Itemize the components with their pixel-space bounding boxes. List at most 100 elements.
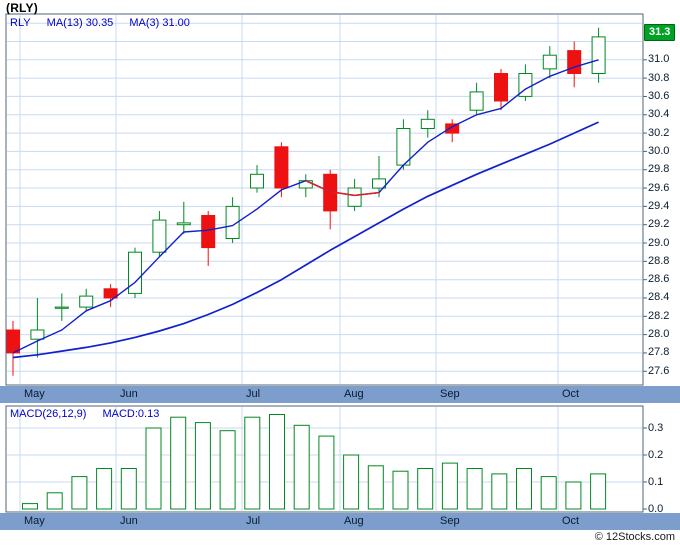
main-y-label: 30.4 [648,108,670,121]
candle-body [201,215,216,249]
month-label-jul: Jul [246,388,261,400]
macd-bar [96,468,113,510]
month-label-oct: Oct [562,515,580,527]
macd-bar [466,468,483,510]
main-y-label: 28.2 [648,309,670,322]
candle-body [372,178,386,189]
candle-body [6,329,20,354]
macd-bar [491,473,508,510]
main-y-label: 28.0 [648,328,670,341]
macd-bar [170,416,187,510]
macd-bar [71,476,88,510]
month-label-jul: Jul [246,515,261,527]
month-label-sep: Sep [440,388,460,400]
macd-plot-bg [6,406,643,512]
month-label-aug: Aug [344,388,364,400]
candle-body [54,306,69,309]
main-y-label: 29.6 [648,181,670,194]
macd-y-label: 0.2 [648,448,664,461]
candle-body [176,222,191,226]
main-y-label: 30.2 [648,126,670,139]
macd-bar [244,416,261,510]
candle-body [30,329,45,340]
candle-body [469,91,484,111]
macd-y-label: 0.1 [648,475,664,488]
macd-bar [590,473,607,510]
main-y-axis: 31.0 30.8 30.6 30.4 30.2 30.0 29.8 29.6 29.4 29.2… [648,0,680,546]
candle-body [518,73,533,97]
candle-body [250,173,264,189]
candle-body [396,128,411,166]
candle-body [225,205,240,239]
macd-bar [318,435,335,510]
legend-macd-params: MACD(26,12,9) [10,408,87,420]
page-title: (RLY) [6,1,38,15]
legend-symbol: RLY [10,17,31,29]
month-label-may: May [24,515,45,527]
main-y-label: 31.0 [648,53,670,66]
ma13-line [12,121,599,359]
main-plot-border [5,13,644,386]
macd-bar [516,468,532,510]
candle-body [103,288,118,299]
macd-bar [392,470,409,510]
main-y-label: 27.6 [648,364,670,377]
candle-body [420,118,435,130]
month-label-aug: Aug [344,515,364,527]
macd-bar [441,462,458,510]
macd-bar [417,468,434,510]
ma3-line [12,59,599,354]
month-label-sep: Sep [440,515,460,527]
candle-body [494,73,508,102]
candle-body [79,295,94,308]
main-y-label: 29.2 [648,218,670,231]
ma3-line-declining [305,180,380,197]
macd-bar [22,503,38,510]
candle-body [128,251,142,294]
macd-bar [219,430,236,510]
candle-body [445,123,460,134]
month-label-jun: Jun [120,388,138,400]
main-chart-legend: RLY MA(13) 30.35 MA(3) 31.00 [10,17,203,29]
macd-bar [367,465,384,510]
copyright-footer[interactable]: © 12Stocks.com [594,531,675,543]
main-y-label: 30.6 [648,89,670,102]
main-y-label: 27.8 [648,346,670,359]
main-y-label: 30.8 [648,71,670,84]
legend-ma13: MA(13) 30.35 [46,17,114,29]
main-y-label: 28.4 [648,291,670,304]
macd-y-axis: 0.3 0.2 0.1 0.0 [648,0,680,546]
legend-ma3: MA(3) 31.00 [129,17,190,29]
last-price-badge: 31.3 [644,24,676,42]
macd-y-label: 0.0 [648,502,664,515]
month-label-oct: Oct [562,388,580,400]
main-y-label: 29.0 [648,236,670,249]
candle-body [323,173,338,212]
macd-bar [269,414,285,510]
month-label-jun: Jun [120,515,138,527]
main-y-label: 28.8 [648,254,670,267]
macd-plot-border [5,405,644,513]
main-y-label: 30.0 [648,144,670,157]
candle-body [542,54,557,70]
candle-body [591,36,606,74]
main-plot-bg [6,14,643,385]
macd-bar [194,422,211,510]
main-y-label: 28.6 [648,273,670,286]
legend-macd-value: MACD:0.13 [102,408,160,420]
month-label-may: May [24,388,45,400]
macd-bar [565,481,582,510]
macd-bar [293,424,310,510]
main-y-label: 29.8 [648,163,670,176]
main-x-axis-band: May Jun Jul Aug Sep Oct [0,386,680,403]
macd-bar [540,476,557,510]
candle-body [567,50,582,74]
macd-x-axis-band: May Jun Jul Aug Sep Oct [0,513,680,530]
macd-bar [343,454,360,510]
candle-body [274,146,289,189]
candle-body [347,187,362,207]
macd-legend: MACD(26,12,9) MACD:0.13 [10,408,172,420]
macd-bar [145,427,162,510]
macd-bar [120,468,137,510]
